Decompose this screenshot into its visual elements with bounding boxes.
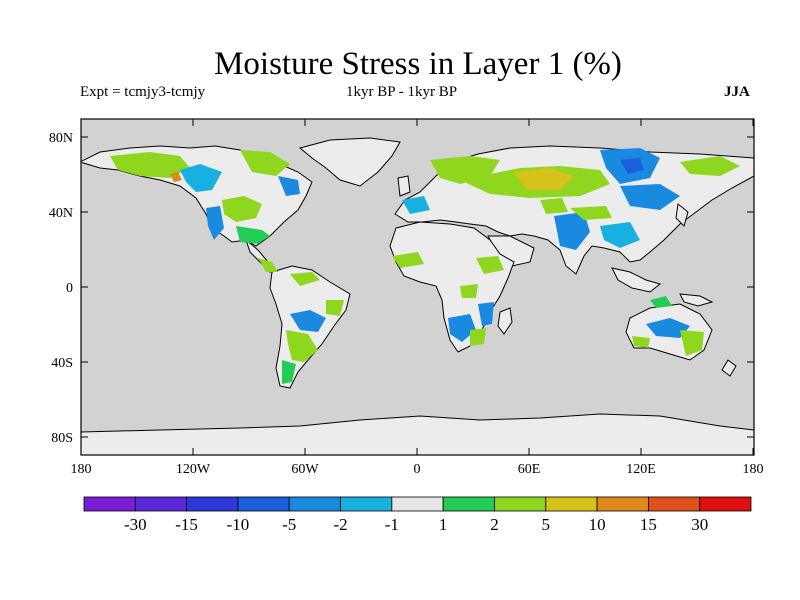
anomaly-patch: [326, 300, 344, 316]
colorbar-swatch: [186, 496, 239, 512]
anomaly-patch: [110, 152, 190, 178]
anomaly-patch: [258, 258, 278, 272]
colorbar-label: -1: [385, 515, 399, 534]
experiment-label: Expt = tcmjy3-tcmjy: [80, 84, 206, 100]
lat-tick-label: 40N: [49, 206, 73, 221]
lat-tick-label: 0: [66, 281, 73, 296]
anomaly-patch: [476, 256, 504, 274]
antarctica: [81, 413, 754, 455]
lat-tick-label: 80N: [49, 131, 73, 146]
colorbar-label: 2: [490, 515, 499, 534]
anomaly-patch: [620, 184, 680, 210]
anomaly-patch: [222, 196, 262, 222]
colorbar-label: -15: [175, 515, 198, 534]
greenland: [298, 137, 401, 187]
colorbar-label: 10: [589, 515, 606, 534]
colorbar-label: -5: [282, 515, 296, 534]
anomaly-patch: [600, 222, 640, 248]
colorbar-label: 5: [542, 515, 551, 534]
period-label: 1kyr BP - 1kyr BP: [346, 84, 458, 100]
anomaly-patch: [470, 328, 486, 346]
anomaly-patch: [236, 226, 270, 244]
anomaly-patch: [514, 168, 574, 190]
colorbar-swatch: [699, 496, 752, 512]
new-zealand: [721, 359, 737, 377]
lat-tick-label: 40S: [51, 356, 73, 371]
lon-tick-label: 60W: [291, 462, 319, 477]
colorbar-swatch: [340, 496, 393, 512]
lon-tick-label: 180: [743, 462, 764, 477]
season-label: JJA: [724, 84, 750, 100]
anomaly-patch: [402, 196, 430, 214]
anomaly-patch: [448, 314, 476, 342]
anomaly-patch: [278, 176, 300, 196]
colorbar-swatch: [391, 496, 444, 512]
colorbar-swatch: [237, 496, 290, 512]
colorbar-swatch: [596, 496, 649, 512]
anomaly-patch: [620, 158, 644, 174]
colorbar-label: -10: [227, 515, 250, 534]
anomaly-patch: [290, 272, 320, 286]
anomaly-patch: [554, 212, 590, 250]
anomaly-patch: [570, 206, 612, 220]
colorbar-swatch: [134, 496, 188, 512]
colorbar-label: 30: [691, 515, 708, 534]
lon-tick-label: 120W: [176, 462, 211, 477]
anomaly-patch: [680, 156, 740, 176]
anomaly-patch: [180, 164, 222, 192]
colorbar-label: -30: [124, 515, 147, 534]
anomaly-patch: [392, 252, 424, 268]
colorbar-swatch: [288, 496, 341, 512]
anomaly-patch: [460, 284, 478, 298]
anomaly-patch: [290, 310, 326, 332]
lon-tick-label: 0: [414, 462, 421, 477]
colorbar-label: 1: [439, 515, 448, 534]
map-title: Moisture Stress in Layer 1 (%): [214, 46, 622, 82]
madagascar: [497, 307, 513, 335]
longitude-axis: 180 120W 60W 0 60E 120E 180: [71, 119, 764, 477]
anomaly-patch: [650, 296, 672, 308]
uk: [397, 175, 411, 197]
colorbar-swatch: [83, 496, 136, 512]
lon-tick-label: 180: [71, 462, 92, 477]
map-content: [81, 137, 754, 455]
anomaly-patch: [680, 330, 704, 356]
colorbar-swatch: [494, 496, 547, 512]
anomaly-patch: [478, 302, 494, 326]
sumatra-borneo: [611, 267, 662, 293]
anomaly-patch: [286, 330, 318, 362]
colorbar-swatch: [442, 496, 495, 512]
new-guinea: [679, 293, 714, 307]
lon-tick-label: 60E: [518, 462, 541, 477]
anomaly-patch: [206, 206, 224, 240]
colorbar: -30 -15 -10 -5 -2 -1 1 2 5 10 15 30: [83, 496, 752, 534]
colorbar-swatch: [545, 496, 598, 512]
anomaly-patch: [646, 318, 690, 338]
lon-tick-label: 120E: [626, 462, 656, 477]
anomaly-patches: [110, 148, 740, 384]
colorbar-label: 15: [640, 515, 657, 534]
colorbar-swatch: [647, 496, 701, 512]
anomaly-patch: [632, 336, 650, 348]
lat-tick-label: 80S: [51, 431, 73, 446]
anomaly-patch: [170, 172, 182, 182]
latitude-axis: 80N 40N 0 40S 80S: [49, 131, 754, 446]
anomaly-patch: [240, 150, 290, 176]
japan: [675, 203, 689, 227]
colorbar-label: -2: [333, 515, 347, 534]
anomaly-patch: [540, 198, 568, 214]
anomaly-patch: [282, 360, 296, 384]
